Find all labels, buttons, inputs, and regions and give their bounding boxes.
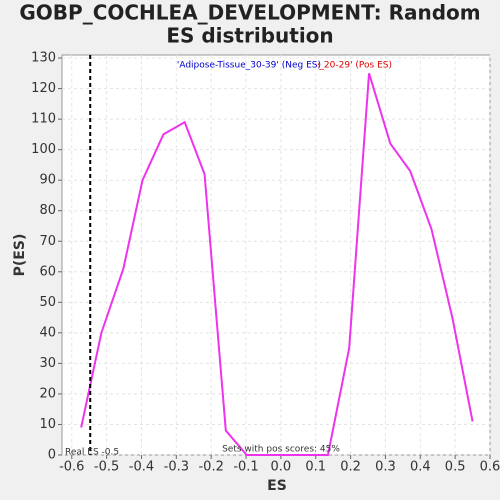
y-tick-label: 120 [31,81,56,96]
annotation: Real ES -0.5 [65,448,119,458]
y-axis-label: P(ES) [12,234,28,277]
x-axis-label: ES [267,478,287,494]
y-tick-label: 30 [39,356,56,371]
y-tick-label: 10 [39,417,56,432]
x-tick-label: 0.5 [445,460,466,475]
x-tick-label: 0.0 [271,460,292,475]
y-tick-label: 50 [39,295,56,310]
annotation: Sets with pos scores: 45% [222,445,340,455]
y-tick-label: 110 [31,112,56,127]
x-tick-label: 0.3 [375,460,396,475]
x-tick-label: -0.6 [59,460,84,475]
chart-title: GOBP_COCHLEA_DEVELOPMENT: Random [19,1,480,25]
x-tick-label: -0.3 [164,460,189,475]
x-tick-label: -0.2 [198,460,223,475]
y-tick-label: 80 [39,203,56,218]
y-tick-label: 100 [31,142,56,157]
y-tick-label: 0 [48,448,56,463]
x-tick-label: -0.1 [233,460,258,475]
x-tick-label: -0.5 [94,460,119,475]
x-tick-label: -0.4 [129,460,154,475]
y-tick-label: 70 [39,234,56,249]
plot-area [61,54,491,456]
series-line [80,73,474,456]
y-tick-label: 60 [39,264,56,279]
legend-entry: 'Adipose-Tissue_30-39' (Neg ES) [177,61,321,71]
y-tick-label: 90 [39,173,56,188]
x-tick-label: 0.1 [305,460,326,475]
legend-entry: 'Adipose-Tissue_20-29' (Pos ES) [251,61,392,71]
y-tick-label: 20 [39,386,56,401]
chart-title: ES distribution [166,24,333,48]
x-tick-label: 0.2 [340,460,361,475]
x-tick-label: 0.4 [410,460,431,475]
x-tick-label: 0.6 [480,460,500,475]
y-tick-label: 40 [39,325,56,340]
y-tick-label: 130 [31,51,56,66]
